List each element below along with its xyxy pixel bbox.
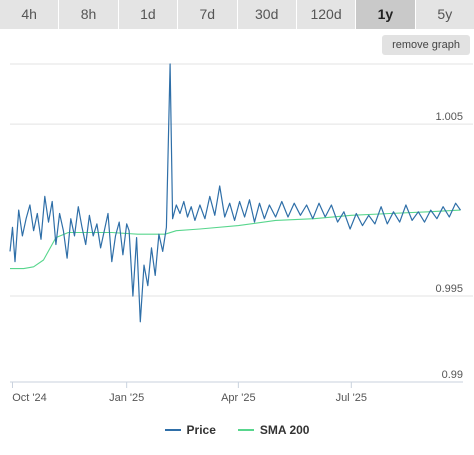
timeframe-tabs: 4h 8h 1d 7d 30d 120d 1y 5y [0, 0, 474, 29]
x-tick-label: Jul '25 [336, 392, 367, 404]
tab-7d[interactable]: 7d [178, 0, 238, 29]
x-axis: Oct '24 Jan '25 Apr '25 Jul '25 [10, 381, 463, 404]
y-tick-label: 0.99 [442, 369, 463, 381]
y-axis-labels: 0.99 0.995 1.005 [435, 111, 463, 381]
tab-8h[interactable]: 8h [59, 0, 119, 29]
legend-item-price[interactable]: Price [164, 423, 216, 437]
tab-1d[interactable]: 1d [118, 0, 179, 29]
tab-4h[interactable]: 4h [0, 0, 60, 29]
x-tick-label: Jan '25 [109, 392, 144, 404]
price-chart: 0.99 0.995 1.005 Oct '24 Jan '25 Apr '25 Jul … [9, 63, 473, 404]
tab-30d[interactable]: 30d [237, 0, 297, 29]
price-series-line [9, 63, 461, 323]
x-tick-label: Apr '25 [221, 392, 256, 404]
x-tick-label: Oct '24 [12, 392, 47, 404]
y-tick-label: 0.995 [435, 283, 463, 295]
chart-legend: Price SMA 200 [0, 420, 474, 440]
grid-lines [10, 63, 473, 297]
tab-120d[interactable]: 120d [296, 0, 357, 29]
y-tick-label: 1.005 [435, 111, 463, 123]
legend-item-sma-200[interactable]: SMA 200 [237, 423, 310, 437]
legend-swatch-price [164, 429, 181, 431]
legend-swatch-sma-200 [237, 429, 254, 431]
series-lines [9, 63, 461, 323]
tab-5y[interactable]: 5y [415, 0, 474, 29]
tab-1y[interactable]: 1y [356, 0, 416, 29]
remove-graph-button[interactable]: remove graph [382, 35, 470, 55]
legend-label-sma-200: SMA 200 [259, 423, 310, 437]
legend-label-price: Price [186, 423, 216, 437]
